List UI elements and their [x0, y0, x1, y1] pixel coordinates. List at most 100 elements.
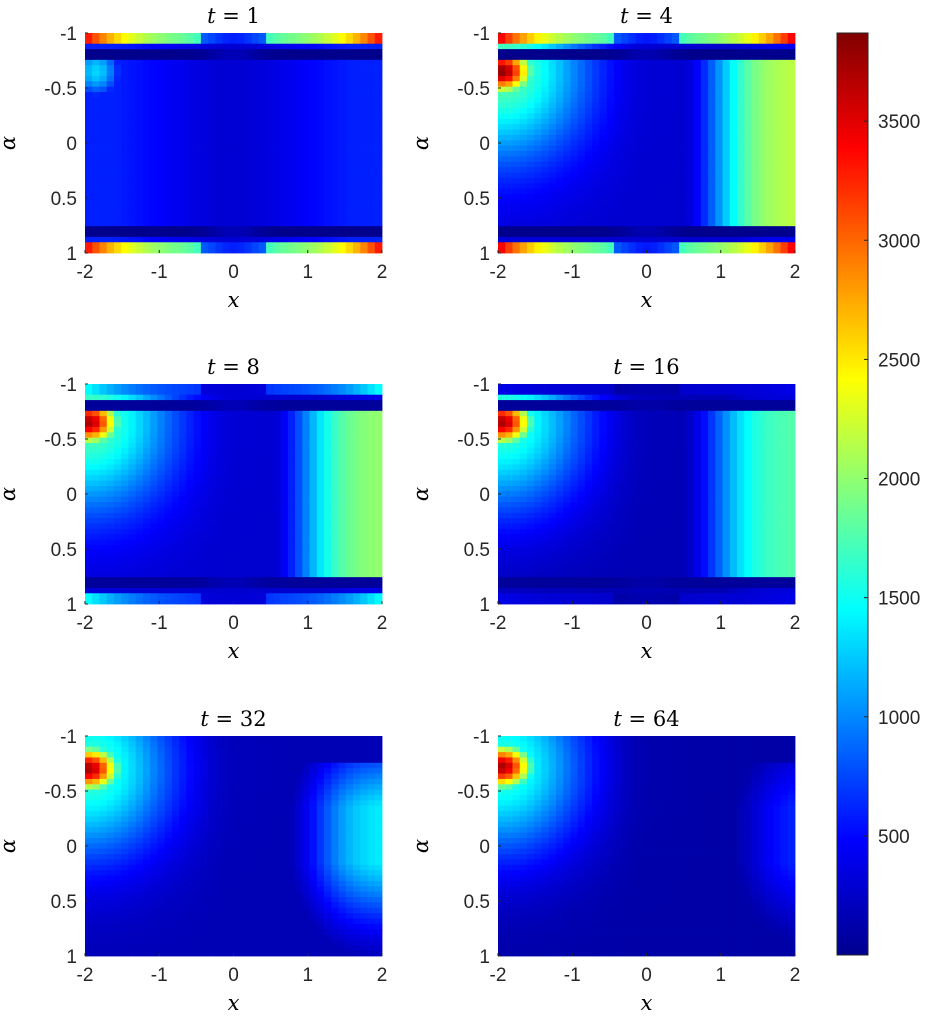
heatmap-cell — [179, 561, 187, 567]
heatmap-cell — [273, 49, 281, 55]
heatmap-cell — [331, 59, 339, 66]
heatmap-cell — [215, 129, 224, 136]
heatmap-cell — [128, 405, 137, 412]
heatmap-cell — [722, 242, 731, 249]
heatmap-cell — [613, 167, 622, 173]
heatmap-cell — [563, 81, 571, 88]
heatmap-cell — [244, 400, 253, 406]
heatmap-cell — [650, 140, 658, 147]
heatmap-cell — [280, 577, 289, 583]
heatmap-cell — [99, 242, 108, 249]
heatmap-cell — [186, 469, 195, 476]
heatmap-cell — [193, 480, 202, 487]
heatmap-cell — [171, 464, 180, 471]
heatmap-cell — [751, 38, 760, 45]
heatmap-cell — [708, 81, 716, 88]
heatmap-cell — [251, 416, 260, 422]
heatmap-cell — [722, 54, 731, 61]
heatmap-cell — [164, 459, 173, 465]
heatmap-cell — [237, 405, 245, 412]
heatmap-cell — [353, 502, 361, 508]
heatmap-cell — [787, 161, 796, 168]
heatmap-cell — [577, 129, 586, 136]
heatmap-cell — [555, 33, 564, 39]
heatmap-cell — [302, 582, 310, 589]
heatmap-cell — [780, 134, 789, 141]
heatmap-cell — [316, 92, 325, 98]
heatmap-cell — [613, 134, 622, 141]
heatmap-cell — [164, 108, 173, 114]
heatmap-cell — [302, 129, 310, 136]
heatmap-cell — [287, 582, 296, 589]
heatmap-cell — [374, 108, 383, 114]
heatmap-cell — [548, 124, 557, 130]
heatmap-cell — [621, 242, 629, 249]
heatmap-cell — [309, 183, 318, 190]
heatmap-cell — [729, 86, 738, 93]
heatmap-cell — [751, 156, 760, 163]
heatmap-cell — [273, 534, 281, 541]
heatmap-cell — [266, 534, 274, 541]
heatmap-cell — [251, 491, 260, 498]
heatmap-cell — [787, 172, 796, 179]
heatmap-cell — [113, 193, 122, 200]
heatmap-cell — [229, 539, 238, 546]
heatmap-cell — [266, 475, 274, 481]
heatmap-cell — [599, 172, 608, 179]
heatmap-cell — [722, 97, 731, 104]
heatmap-cell — [179, 81, 187, 88]
heatmap-cell — [208, 118, 216, 125]
heatmap-cell — [345, 561, 354, 567]
heatmap-cell — [121, 507, 129, 514]
heatmap-cell — [324, 102, 332, 109]
heatmap-cell — [193, 75, 202, 82]
heatmap-cell — [193, 443, 202, 449]
heatmap-cell — [280, 432, 289, 439]
heatmap-cell — [635, 226, 644, 232]
heatmap-cell — [780, 49, 789, 55]
heatmap-cell — [287, 215, 296, 222]
heatmap-cell — [229, 582, 238, 589]
heatmap-cell — [135, 134, 144, 141]
heatmap-cell — [729, 33, 738, 39]
heatmap-cell — [92, 204, 100, 211]
heatmap-cell — [599, 59, 608, 66]
heatmap-cell — [324, 443, 332, 449]
heatmap-cell — [700, 199, 709, 206]
heatmap-cell — [135, 177, 144, 184]
heatmap-cell — [193, 582, 202, 589]
heatmap-cell — [353, 469, 361, 476]
heatmap-cell — [200, 566, 209, 573]
heatmap-cell — [664, 247, 673, 254]
heatmap-cell — [773, 43, 781, 50]
heatmap-cell — [92, 539, 100, 546]
heatmap-cell — [142, 534, 151, 541]
heatmap-cell — [700, 38, 709, 45]
heatmap-cell — [280, 124, 289, 130]
heatmap-cell — [758, 134, 767, 141]
heatmap-cell — [628, 65, 637, 71]
heatmap-cell — [128, 496, 137, 503]
heatmap-cell — [621, 49, 629, 55]
heatmap-cell — [113, 582, 122, 589]
heatmap-cell — [338, 172, 347, 179]
heatmap-cell — [121, 577, 129, 583]
heatmap-cell — [570, 129, 579, 136]
heatmap-cell — [186, 247, 195, 254]
heatmap-cell — [316, 199, 325, 206]
heatmap-cell — [519, 172, 528, 179]
heatmap-cell — [715, 156, 723, 163]
heatmap-cell — [534, 210, 542, 216]
heatmap-cell — [526, 75, 535, 82]
heatmap-cell — [287, 167, 296, 173]
heatmap-cell — [150, 469, 158, 476]
heatmap-cell — [360, 464, 368, 471]
heatmap-cell — [121, 443, 129, 449]
heatmap-cell — [584, 134, 593, 141]
heatmap-cell — [316, 113, 325, 120]
heatmap-cell — [715, 54, 723, 61]
heatmap-cell — [113, 480, 122, 487]
heatmap-cell — [179, 199, 187, 206]
heatmap-cell — [331, 582, 339, 589]
heatmap-cell — [258, 220, 267, 227]
